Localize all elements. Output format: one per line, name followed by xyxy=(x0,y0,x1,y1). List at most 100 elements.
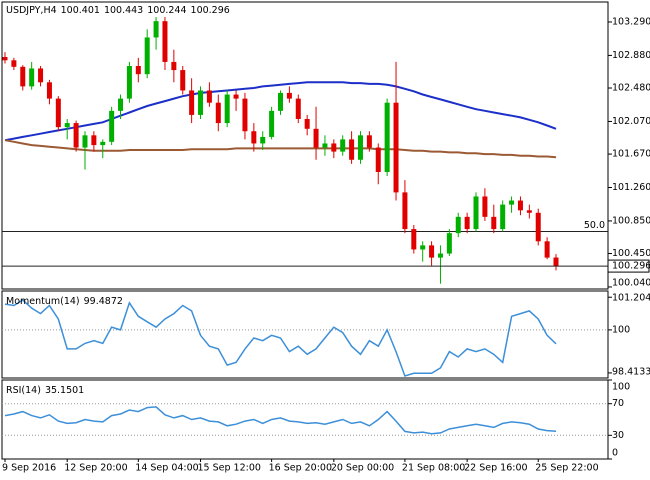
x-tick-label: 14 Sep 04:00 xyxy=(135,463,198,474)
candle-body xyxy=(340,139,346,152)
candle-body xyxy=(304,119,310,129)
candle-body xyxy=(429,245,435,258)
title-part: USDJPY,H4 xyxy=(6,5,57,16)
candle-body xyxy=(180,70,186,91)
indicator-value: 99.4872 xyxy=(84,296,123,307)
panel-frame xyxy=(1,1,609,290)
candle-body xyxy=(357,135,363,160)
x-tick-label: 16 Sep 20:00 xyxy=(269,463,332,474)
candle-body xyxy=(535,212,541,242)
candle-body xyxy=(544,241,550,258)
indicator-line xyxy=(4,406,557,435)
candle-body xyxy=(118,98,124,111)
price-box xyxy=(607,259,650,273)
candle-body xyxy=(278,92,283,111)
candle-body xyxy=(91,135,97,146)
candle-body xyxy=(242,98,248,132)
candle-body xyxy=(189,90,195,115)
candle-body xyxy=(20,66,26,87)
candle-body xyxy=(135,66,141,75)
candle-body xyxy=(153,21,159,38)
indicator-value: 35.1501 xyxy=(45,385,84,396)
candle-body xyxy=(464,216,470,230)
candle-body xyxy=(2,57,8,61)
y-tick-label: 101.260 xyxy=(612,182,650,193)
indicator-title: Momentum(14) 99.4872 xyxy=(6,296,123,307)
candle-body xyxy=(286,92,292,99)
y-tick-label: 100 xyxy=(612,324,630,335)
candle-body xyxy=(331,143,337,152)
indicator-title: RSI(14) 35.1501 xyxy=(6,385,84,396)
candle-body xyxy=(375,147,381,172)
candle-body xyxy=(526,210,532,213)
y-tick-label: 100.450 xyxy=(612,248,650,259)
candle-body xyxy=(420,245,426,250)
candle-body xyxy=(144,37,150,75)
title-part: 100.296 xyxy=(191,5,230,16)
panel-frame xyxy=(1,379,609,460)
candle-body xyxy=(402,192,408,230)
title-part: 100.443 xyxy=(104,5,143,16)
y-tick-label: 102.880 xyxy=(612,50,650,61)
x-tick-label: 12 Sep 20:00 xyxy=(64,463,127,474)
y-tick-label: 98.4133 xyxy=(612,367,650,378)
y-tick-label: 100.850 xyxy=(612,215,650,226)
candle-body xyxy=(349,139,355,160)
candle-body xyxy=(11,60,17,67)
title-part: 100.244 xyxy=(147,5,186,16)
y-tick-label: 0 xyxy=(612,448,618,459)
candle-body xyxy=(100,141,106,146)
indicator-name: RSI(14) xyxy=(6,385,41,396)
candle-body xyxy=(224,94,230,124)
candle-body xyxy=(517,200,523,211)
x-tick-label: 21 Sep 08:00 xyxy=(402,463,465,474)
candle-body xyxy=(29,68,35,87)
x-tick-label: 15 Sep 12:00 xyxy=(198,463,261,474)
y-tick-label: 30 xyxy=(612,430,624,441)
candle-body xyxy=(322,143,328,148)
candle-body xyxy=(473,196,479,230)
candle-body xyxy=(171,61,177,71)
indicator-line xyxy=(4,299,557,377)
y-tick-label: 100 xyxy=(612,382,630,393)
candle-body xyxy=(295,98,301,120)
candle-body xyxy=(509,200,515,205)
candle-body xyxy=(491,216,497,230)
candle-body xyxy=(446,233,452,254)
indicator-line xyxy=(4,81,557,142)
y-tick-label: 103.290 xyxy=(612,16,650,27)
y-tick-label: 102.070 xyxy=(612,116,650,127)
candle-body xyxy=(206,90,212,103)
candle-body xyxy=(73,123,79,148)
candle-body xyxy=(553,257,559,267)
y-tick-label: 102.480 xyxy=(612,83,650,94)
y-tick-label: 70 xyxy=(612,398,624,409)
candle-body xyxy=(198,90,204,115)
price-label: 100.296 xyxy=(612,261,650,272)
candle-body xyxy=(55,98,61,128)
candle-body xyxy=(251,131,257,144)
candle-body xyxy=(411,229,417,250)
candle-body xyxy=(233,94,239,99)
title-part: 100.401 xyxy=(61,5,100,16)
candle-body xyxy=(269,110,275,137)
y-tick-label: 100.040 xyxy=(612,278,650,289)
indicator-line xyxy=(4,139,557,159)
candle-body xyxy=(313,128,319,148)
y-tick-label: 101.670 xyxy=(612,149,650,160)
candle-body xyxy=(366,135,372,148)
candle-body xyxy=(437,253,443,258)
candle-body xyxy=(82,135,88,148)
candle-body xyxy=(455,216,461,234)
x-tick-label: 22 Sep 16:00 xyxy=(464,463,527,474)
chart-title: USDJPY,H4 100.401 100.443 100.244 100.296 xyxy=(6,5,230,16)
x-tick-label: 20 Sep 00:00 xyxy=(331,463,394,474)
candle-body xyxy=(215,102,221,124)
x-tick-label: 9 Sep 2016 xyxy=(2,463,56,474)
candle-body xyxy=(46,82,52,99)
candle-body xyxy=(109,110,115,142)
candle-body xyxy=(126,66,132,99)
candle-body xyxy=(500,204,506,230)
